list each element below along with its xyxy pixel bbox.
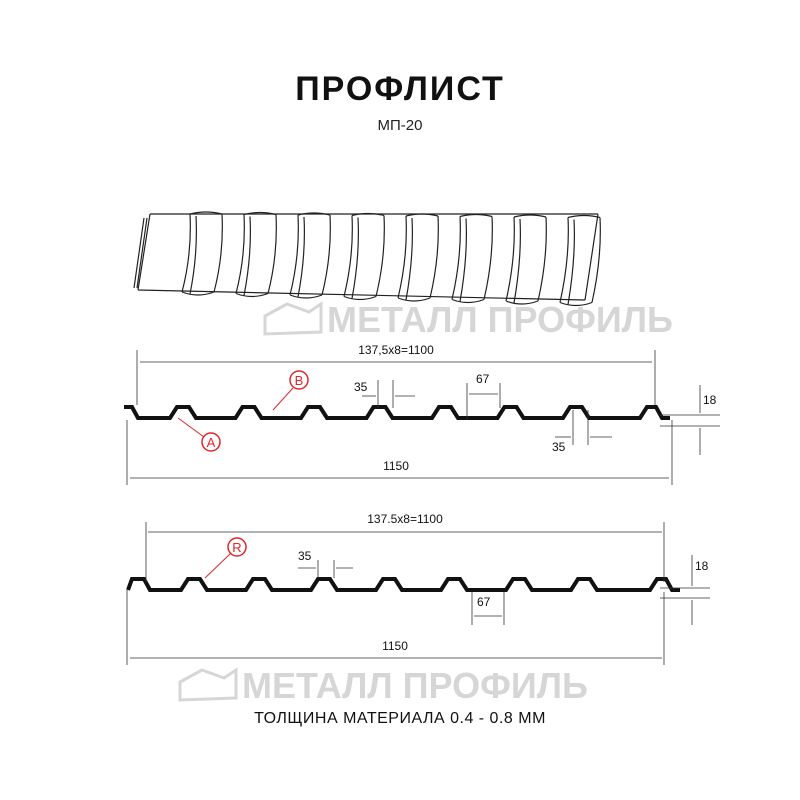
svg-text:B: B — [295, 373, 304, 388]
rib-top-dimension: 35 — [354, 380, 368, 394]
valley-dimension: 67 — [476, 372, 490, 386]
svg-text:МЕТАЛЛ ПРОФИЛЬ: МЕТАЛЛ ПРОФИЛЬ — [327, 299, 673, 340]
height-dimension: 18 — [695, 559, 709, 573]
rib-top-dimension: 35 — [298, 549, 312, 563]
page-title: ПРОФЛИСТ — [295, 70, 505, 108]
rib-bottom-dimension: 35 — [552, 440, 566, 454]
svg-text:A: A — [207, 435, 216, 450]
valley-dimension: 67 — [477, 595, 491, 609]
callout-r: R — [204, 537, 247, 579]
svg-text:МЕТАЛЛ ПРОФИЛЬ: МЕТАЛЛ ПРОФИЛЬ — [242, 665, 588, 706]
profile-a-outline — [124, 405, 670, 420]
height-dimension: 18 — [703, 393, 717, 407]
callout-b: B — [272, 370, 309, 411]
width-dimension: 1150 — [382, 639, 408, 653]
model-subtitle: МП-20 — [377, 117, 423, 134]
profile-a: 137,5x8=1100 1150 18 35 67 35 A B — [124, 343, 720, 485]
pitch-dimension: 137.5x8=1100 — [367, 512, 443, 526]
watermark-logo-1: МЕТАЛЛ ПРОФИЛЬ — [263, 299, 673, 340]
material-thickness-note: ТОЛЩИНА МАТЕРИАЛА 0.4 - 0.8 ММ — [254, 710, 546, 727]
pitch-dimension: 137,5x8=1100 — [358, 343, 434, 357]
profile-b: 137.5x8=1100 1150 18 35 67 R — [126, 512, 710, 665]
callout-a: A — [177, 417, 221, 452]
watermark-logo-2: МЕТАЛЛ ПРОФИЛЬ — [178, 665, 588, 706]
sheet-3d-view — [133, 211, 601, 307]
profile-b-outline — [126, 577, 680, 592]
svg-text:R: R — [232, 540, 241, 555]
width-dimension: 1150 — [383, 459, 409, 473]
